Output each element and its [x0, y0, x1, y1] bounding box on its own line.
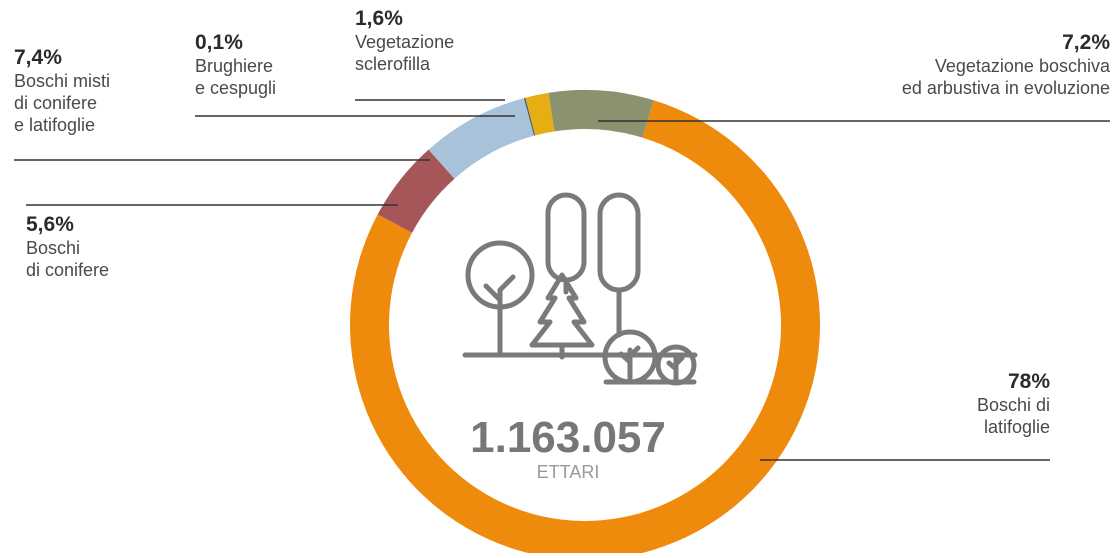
slice-category-label: Boschi di: [977, 395, 1050, 415]
slice-percentage: 0,1%: [195, 31, 243, 54]
donut-slice: [548, 90, 654, 138]
donut-slice: [525, 92, 555, 136]
slice-category-label: Vegetazione: [355, 32, 454, 52]
slice-percentage: 78%: [1008, 370, 1050, 393]
slice-category-label: e cespugli: [195, 78, 276, 98]
slice-category-label: Vegetazione boschiva: [935, 56, 1111, 76]
forest-icon: [462, 192, 698, 386]
slice-category-label: ed arbustiva in evoluzione: [902, 78, 1110, 98]
donut-slice: [377, 149, 455, 233]
slice-percentage: 7,2%: [1062, 31, 1110, 54]
slice-percentage: 7,4%: [14, 46, 62, 69]
center-total-value: 1.163.057: [470, 413, 666, 462]
slice-percentage: 1,6%: [355, 7, 403, 30]
donut-slice: [523, 97, 536, 136]
donut-slice: [428, 98, 535, 179]
slice-category-label: sclerofilla: [355, 54, 431, 74]
donut-slices: [350, 90, 820, 558]
slice-category-label: Brughiere: [195, 56, 273, 76]
slice-category-label: Boschi misti: [14, 71, 110, 91]
slice-category-label: Boschi: [26, 238, 80, 258]
slice-category-label: e latifoglie: [14, 115, 95, 135]
slice-category-label: di conifere: [26, 260, 109, 280]
center-total-unit: ETTARI: [537, 462, 600, 482]
slice-percentage: 5,6%: [26, 213, 74, 236]
slice-category-label: latifoglie: [984, 417, 1050, 437]
slice-category-label: di conifere: [14, 93, 97, 113]
